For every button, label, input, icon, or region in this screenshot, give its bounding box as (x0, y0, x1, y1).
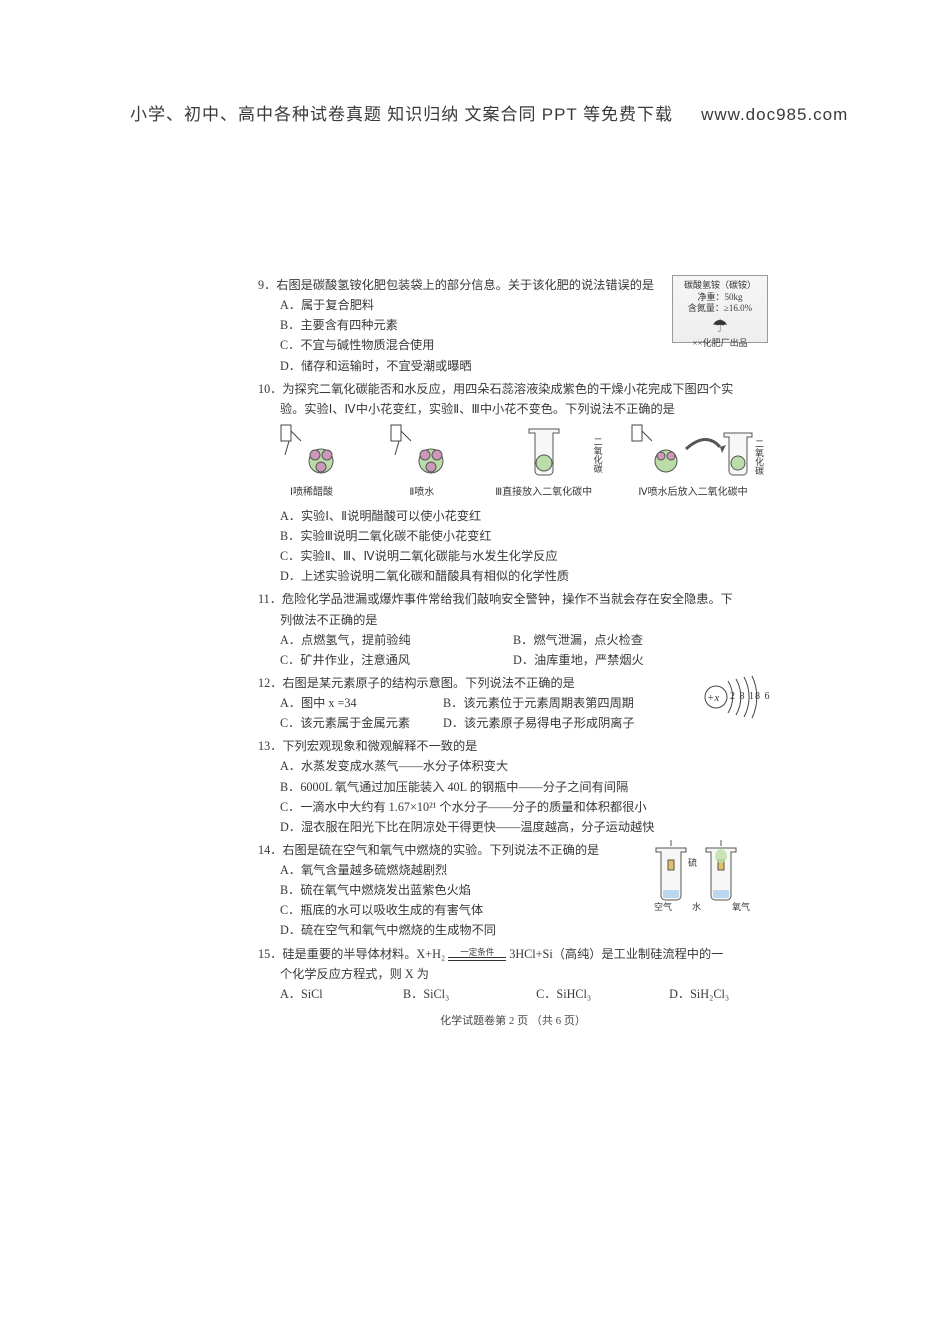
sulfur-diagram: 硫 空气 水 氧气 (648, 838, 758, 914)
q15-stem-2: 个化学反应方程式，则 X 为 (258, 964, 768, 984)
header-ppt: PPT (542, 105, 578, 124)
exp-2: Ⅱ喷水 (374, 421, 469, 502)
spray-flower-icon (385, 421, 459, 479)
page-header: 小学、初中、高中各种试卷真题 知识归纳 文案合同 PPT 等免费下载 www.do… (130, 100, 848, 125)
q15-opt-d: D．SiH₂Cl₃ (669, 984, 729, 1004)
header-url: www.doc985.com (701, 105, 848, 124)
spray-jar-flower-icon (628, 421, 758, 479)
exp-1: Ⅰ喷稀醋酸 (264, 421, 359, 502)
q13-opt-d: D．湿衣服在阳光下比在阴凉处干得更快——温度越高，分子运动越快 (280, 817, 768, 837)
experiment-row: Ⅰ喷稀醋酸 Ⅱ喷水 (258, 419, 768, 506)
q12-opt-b: B．该元素位于元素周期表第四周期 (443, 693, 634, 713)
atom-nucleus-label: +x (707, 689, 719, 707)
q15-stem-line1: 15．硅是重要的半导体材料。X+H₂ 一定条件 3HCl+Si（高纯）是工业制硅… (258, 944, 768, 964)
jar-label-2: 二氧化碳 (751, 439, 766, 475)
q13-opt-a: A．水蒸发变成水蒸气——水分子体积变大 (280, 756, 768, 776)
q11-opt-c: C．矿井作业，注意通风 (280, 650, 510, 670)
q10-opt-d: D．上述实验说明二氧化碳和醋酸具有相似的化学性质 (280, 566, 768, 586)
q12-opt-d: D．该元素原子易得电子形成阴离子 (443, 713, 635, 733)
box-l4: ××化肥厂出品 (673, 338, 767, 350)
question-14: 14．右图是硫在空气和氧气中燃烧的实验。下列说法不正确的是 A．氧气含量越多硫燃… (258, 840, 768, 941)
question-13: 13．下列宏观现象和微观解释不一致的是 A．水蒸发变成水蒸气——水分子体积变大 … (258, 736, 768, 837)
q11-stem-1: 11．危险化学品泄漏或爆炸事件常给我们敲响安全警钟，操作不当就会存在安全隐患。下 (258, 589, 768, 609)
exp3-caption: Ⅲ直接放入二氧化碳中 (485, 485, 603, 502)
q15-opt-a: A．SiCl (280, 984, 400, 1004)
page: 小学、初中、高中各种试卷真题 知识归纳 文案合同 PPT 等免费下载 www.do… (0, 0, 950, 1344)
q11-stem-2: 列做法不正确的是 (258, 610, 768, 630)
question-10: 10．为探究二氧化碳能否和水反应，用四朵石蕊溶液染成紫色的干燥小花完成下图四个实… (258, 379, 768, 587)
jar-label: 二氧化碳 (590, 437, 605, 473)
question-9: 9．右图是碳酸氢铵化肥包装袋上的部分信息。关于该化肥的说法错误的是 A．属于复合… (258, 275, 768, 376)
q11-opt-b: B．燃气泄漏，点火检查 (513, 630, 643, 650)
header-text-2: 等免费下载 (578, 105, 673, 124)
umbrella-icon: ☂ (673, 315, 767, 338)
exp1-caption: Ⅰ喷稀醋酸 (264, 485, 359, 502)
page-footer: 化学试题卷第 2 页 （共 6 页） (258, 1012, 768, 1030)
q10-opt-c: C．实验Ⅱ、Ⅲ、Ⅳ说明二氧化碳能与水发生化学反应 (280, 546, 768, 566)
box-l3: 含氮量：≥16.0% (673, 303, 767, 315)
q13-opt-b: B．6000L 氧气通过加压能装入 40L 的钢瓶中——分子之间有间隔 (280, 777, 768, 797)
box-l2: 净重：50kg (673, 292, 767, 304)
q10-opt-b: B．实验Ⅲ说明二氧化碳不能使小花变红 (280, 526, 768, 546)
reaction-condition: 一定条件 (448, 945, 506, 959)
q12-stem: 12．右图是某元素原子的结构示意图。下列说法不正确的是 (258, 673, 768, 693)
atom-diagram: +x 2 8 18 6 (702, 673, 772, 721)
q15-stem1a: 15．硅是重要的半导体材料。X+H₂ (258, 947, 445, 961)
q10-stem-1: 10．为探究二氧化碳能否和水反应，用四朵石蕊溶液染成紫色的干燥小花完成下图四个实 (258, 379, 768, 399)
q15-opt-b: B．SiCl₃ (403, 984, 533, 1004)
q13-opt-c: C．一滴水中大约有 1.67×10²¹ 个水分子——分子的质量和体积都很小 (280, 797, 768, 817)
jar-flower-icon (509, 421, 579, 479)
q11-opt-a: A．点燃氢气，提前验纯 (280, 630, 510, 650)
spray-flower-icon (275, 421, 349, 479)
q10-opt-a: A．实验Ⅰ、Ⅱ说明醋酸可以使小花变红 (280, 506, 768, 526)
question-12: 12．右图是某元素原子的结构示意图。下列说法不正确的是 A．图中 x =34 B… (258, 673, 768, 733)
q13-stem: 13．下列宏观现象和微观解释不一致的是 (258, 736, 768, 756)
q12-opt-c: C．该元素属于金属元素 (280, 713, 440, 733)
q11-opt-d: D．油库重地，严禁烟火 (513, 650, 644, 670)
header-text: 小学、初中、高中各种试卷真题 知识归纳 文案合同 (130, 105, 542, 124)
lbl-sulfur: 硫 (688, 856, 697, 871)
exam-content: 9．右图是碳酸氢铵化肥包装袋上的部分信息。关于该化肥的说法错误的是 A．属于复合… (258, 275, 768, 1030)
q15-opt-c: C．SiHCl₃ (536, 984, 666, 1004)
q12-opt-a: A．图中 x =34 (280, 693, 440, 713)
q15-stem1b: 3HCl+Si（高纯）是工业制硅流程中的一 (509, 947, 723, 961)
question-11: 11．危险化学品泄漏或爆炸事件常给我们敲响安全警钟，操作不当就会存在安全隐患。下… (258, 589, 768, 670)
q14-opt-d: D．硫在空气和氧气中燃烧的生成物不同 (280, 920, 768, 940)
fertilizer-label-box: 碳酸氢铵（碳铵） 净重：50kg 含氮量：≥16.0% ☂ ××化肥厂出品 (672, 275, 768, 343)
exp-3: 二氧化碳 Ⅲ直接放入二氧化碳中 (485, 421, 603, 502)
exp-4: 二氧化碳 Ⅳ喷水后放入二氧化碳中 (618, 421, 768, 502)
atom-shells-label: 2 8 18 6 (730, 689, 771, 706)
lbl-o2: 氧气 (732, 900, 750, 915)
q9-opt-d: D．储存和运输时，不宜受潮或曝晒 (280, 356, 768, 376)
q10-stem-2: 验。实验Ⅰ、Ⅳ中小花变红，实验Ⅱ、Ⅲ中小花不变色。下列说法不正确的是 (258, 399, 768, 419)
box-l1: 碳酸氢铵（碳铵） (673, 280, 767, 292)
exp2-caption: Ⅱ喷水 (374, 485, 469, 502)
lbl-air: 空气 (654, 900, 672, 915)
question-15: 15．硅是重要的半导体材料。X+H₂ 一定条件 3HCl+Si（高纯）是工业制硅… (258, 944, 768, 1004)
lbl-water: 水 (692, 900, 701, 915)
exp4-caption: Ⅳ喷水后放入二氧化碳中 (618, 485, 768, 502)
reaction-arrow-icon: 一定条件 (448, 949, 506, 961)
